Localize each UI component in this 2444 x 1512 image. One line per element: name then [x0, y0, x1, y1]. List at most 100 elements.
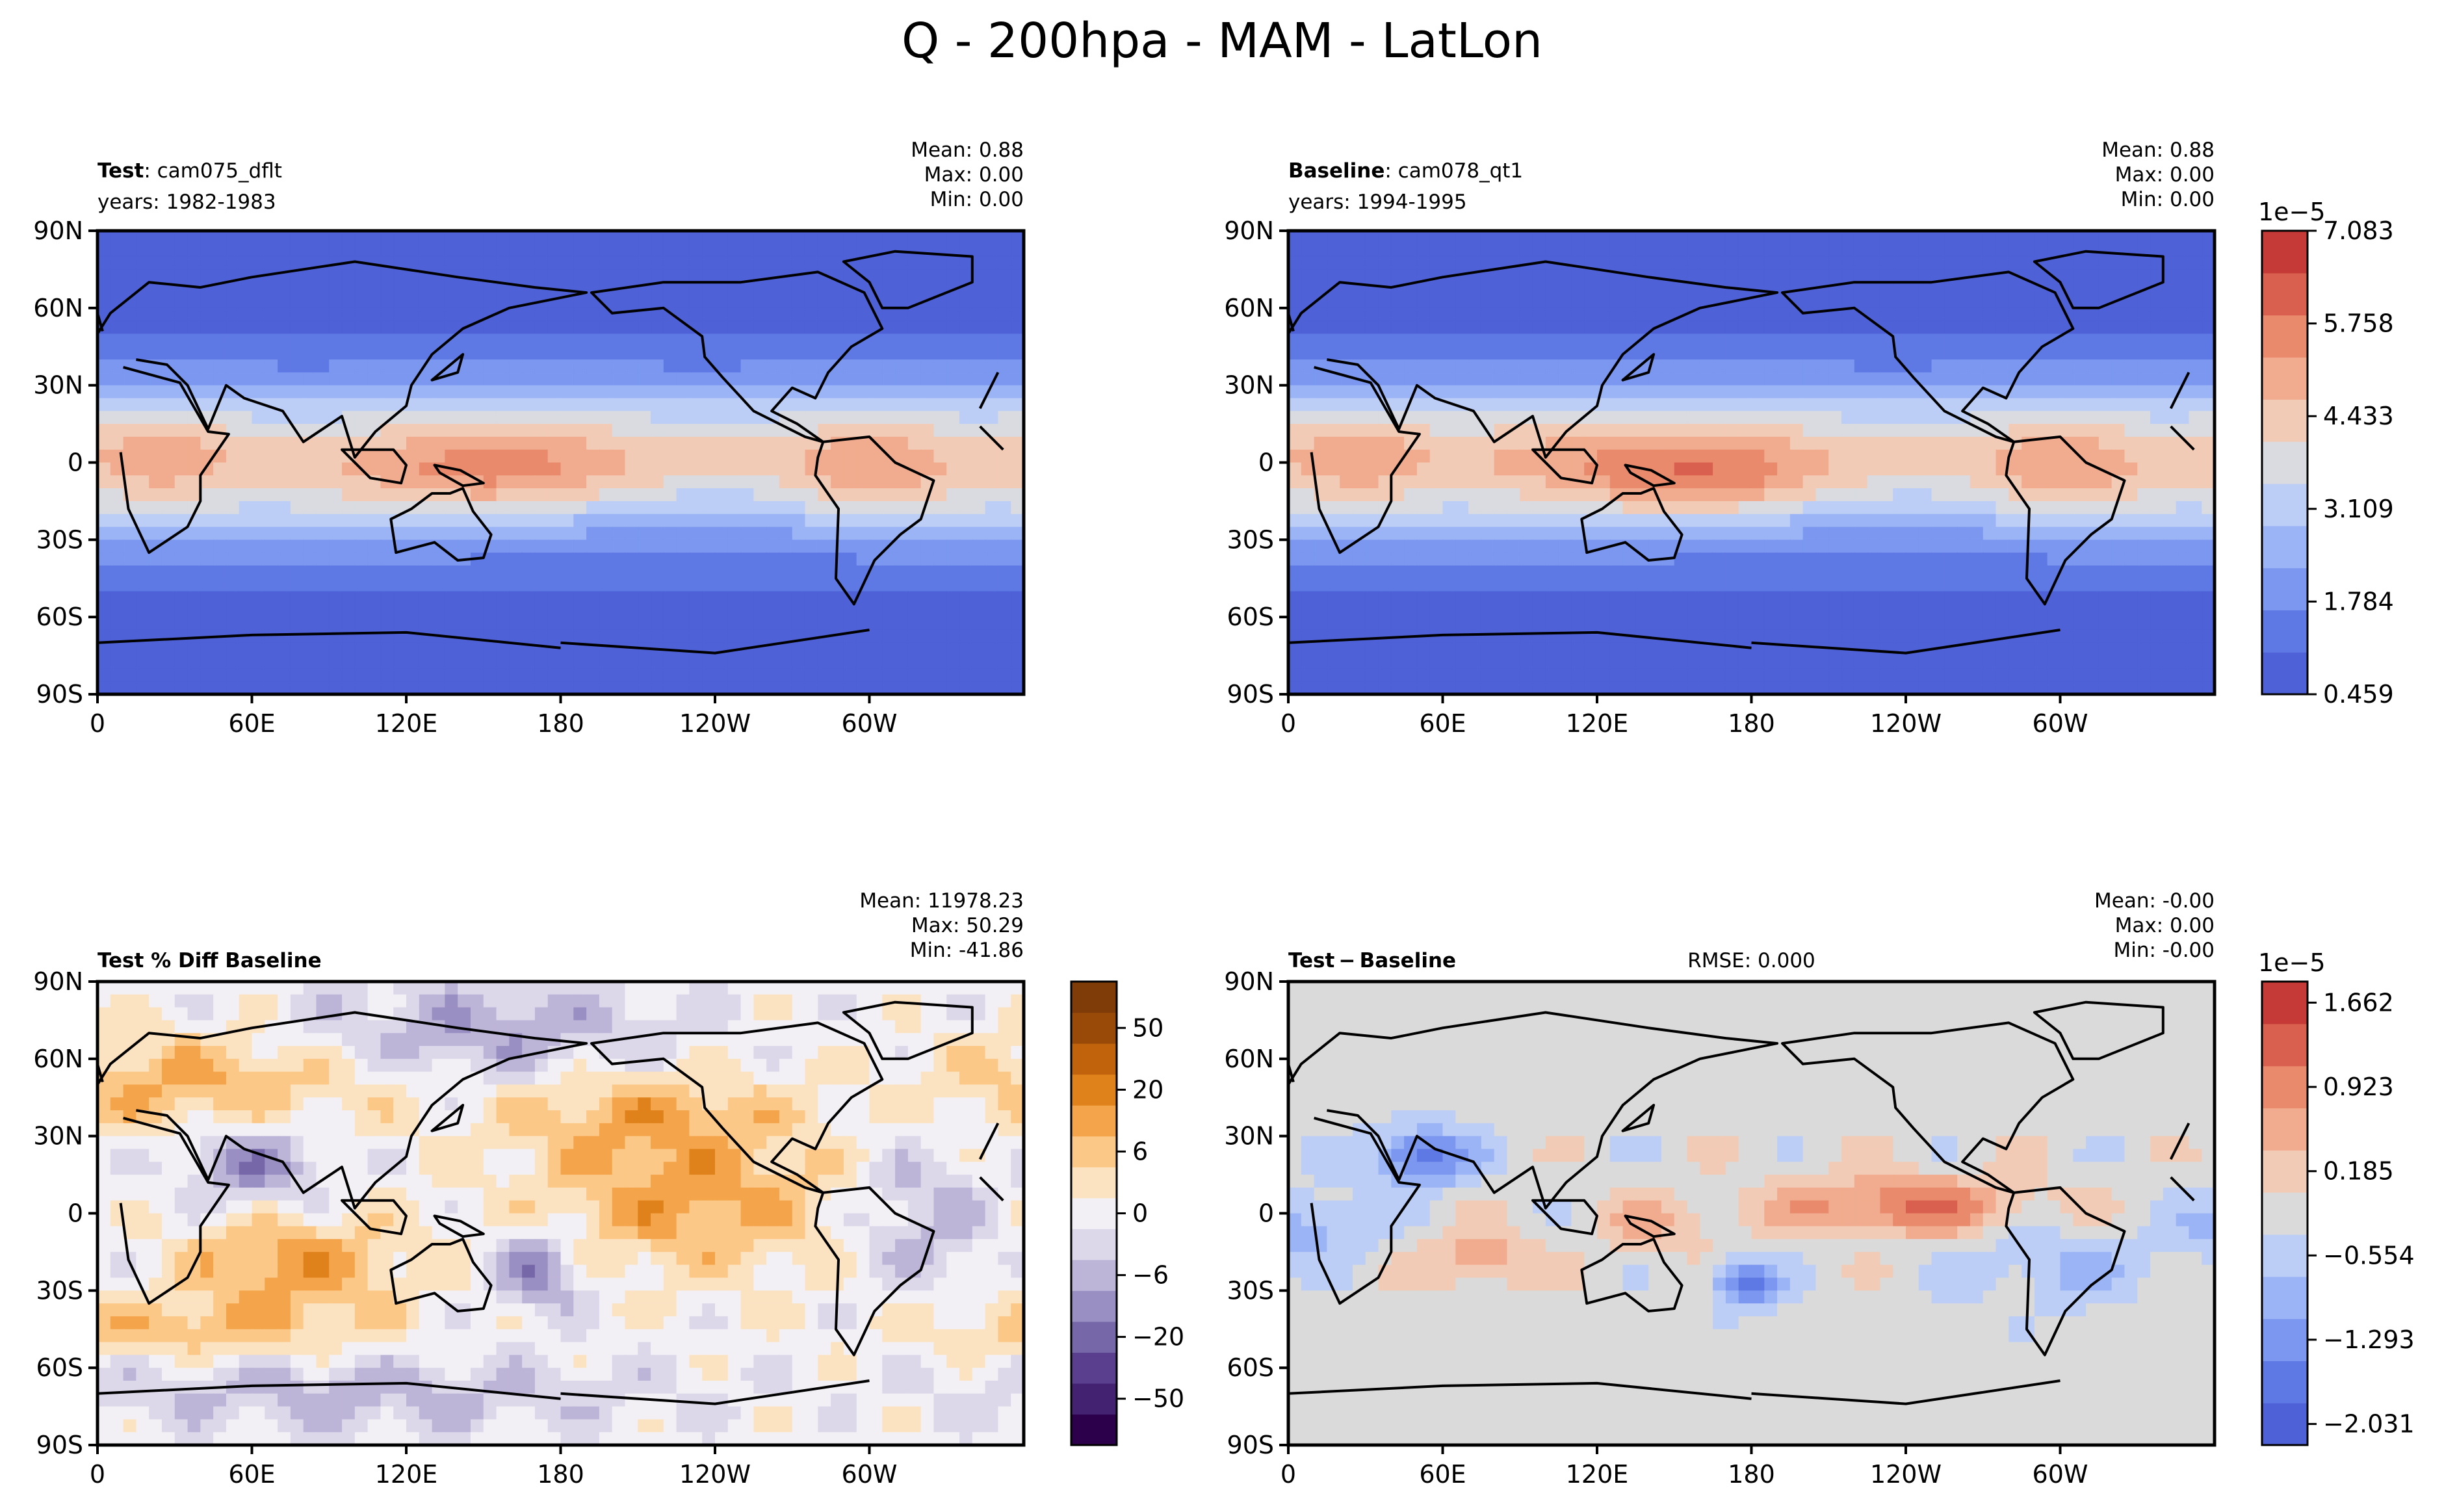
field-cell: [522, 256, 536, 270]
field-cell: [278, 256, 291, 270]
field-cell: [612, 449, 626, 463]
field-cell: [882, 436, 896, 450]
field-cell: [753, 501, 767, 515]
field-cell: [522, 591, 536, 605]
field-cell: [1906, 282, 1919, 296]
field-cell: [1391, 501, 1405, 515]
field-cell: [252, 604, 266, 618]
field-cell: [483, 307, 497, 322]
field-cell: [779, 243, 793, 257]
field-cell: [1777, 320, 1791, 335]
field-cell: [599, 540, 613, 553]
field-cell: [2034, 565, 2048, 579]
field-cell: [2150, 307, 2164, 322]
field-cell: [766, 231, 780, 244]
field-cell: [779, 668, 793, 682]
field-cell: [1635, 398, 1649, 412]
field-cell: [1301, 346, 1315, 360]
field-cell: [252, 642, 266, 657]
field-cell: [1365, 475, 1379, 489]
field-cell: [509, 411, 523, 424]
field-cell: [676, 398, 690, 412]
field-cell: [856, 488, 870, 502]
field-cell: [1327, 565, 1340, 579]
field-cell: [1944, 501, 1958, 515]
field-cell: [1982, 617, 1997, 631]
field-cell: [573, 475, 587, 489]
field-cell: [1622, 553, 1637, 566]
field-cell: [483, 668, 497, 682]
field-cell: [1327, 269, 1340, 283]
field-cell: [1893, 591, 1906, 605]
field-cell: [2086, 333, 2100, 348]
field-cell: [972, 436, 986, 450]
field-cell: [522, 462, 536, 476]
field-cell: [933, 488, 948, 502]
field-cell: [534, 436, 549, 450]
field-cell: [766, 333, 780, 348]
field-cell: [278, 617, 291, 631]
field-cell: [547, 629, 562, 644]
field-cell: [1687, 436, 1701, 450]
field-cell: [702, 424, 716, 437]
field-cell: [1011, 295, 1024, 309]
field-cell: [432, 411, 446, 424]
field-cell: [1571, 320, 1585, 335]
field-cell: [123, 231, 137, 244]
field-cell: [367, 436, 382, 450]
field-cell: [959, 629, 973, 644]
field-cell: [1725, 320, 1739, 335]
field-cell: [226, 527, 240, 541]
field-cell: [200, 540, 214, 553]
field-cell: [1391, 398, 1405, 412]
field-cell: [419, 668, 433, 682]
field-cell: [702, 256, 716, 270]
field-cell: [946, 578, 960, 592]
field-cell: [998, 333, 1012, 348]
field-cell: [882, 243, 896, 257]
field-cell: [946, 591, 960, 605]
field-cell: [470, 372, 484, 386]
field-cell: [2163, 411, 2177, 424]
field-cell: [380, 320, 395, 335]
field-cell: [1789, 488, 1804, 502]
field-cell: [560, 424, 575, 437]
field-cell: [1378, 269, 1392, 283]
field-cell: [2150, 372, 2164, 386]
field-cell: [818, 540, 831, 553]
field-cell: [149, 346, 162, 360]
field-cell: [239, 333, 253, 348]
field-cell: [1429, 642, 1444, 657]
field-cell: [187, 295, 202, 309]
field-cell: [560, 256, 575, 270]
field-cell: [226, 514, 240, 528]
field-cell: [1011, 231, 1024, 244]
field-cell: [2137, 320, 2151, 335]
field-cell: [689, 475, 703, 489]
field-cell: [882, 424, 896, 437]
field-cell: [483, 617, 497, 631]
field-cell: [676, 333, 690, 348]
field-cell: [1789, 527, 1804, 541]
field-cell: [2124, 527, 2138, 541]
field-cell: [1725, 578, 1739, 592]
field-cell: [920, 578, 935, 592]
field-cell: [470, 398, 484, 412]
field-cell: [226, 462, 240, 476]
field-cell: [1996, 372, 2010, 386]
field-cell: [522, 359, 536, 373]
field-cell: [380, 359, 395, 373]
field-cell: [1481, 642, 1495, 657]
field-cell: [1944, 398, 1958, 412]
field-cell: [110, 436, 124, 450]
field-cell: [1854, 617, 1868, 631]
field-cell: [342, 269, 356, 283]
field-cell: [1327, 320, 1340, 335]
field-cell: [509, 269, 523, 283]
field-cell: [380, 269, 395, 283]
field-cell: [1957, 320, 1971, 335]
field-cell: [1700, 565, 1713, 579]
field-cell: [187, 385, 202, 399]
field-cell: [393, 668, 407, 682]
field-cell: [419, 256, 433, 270]
